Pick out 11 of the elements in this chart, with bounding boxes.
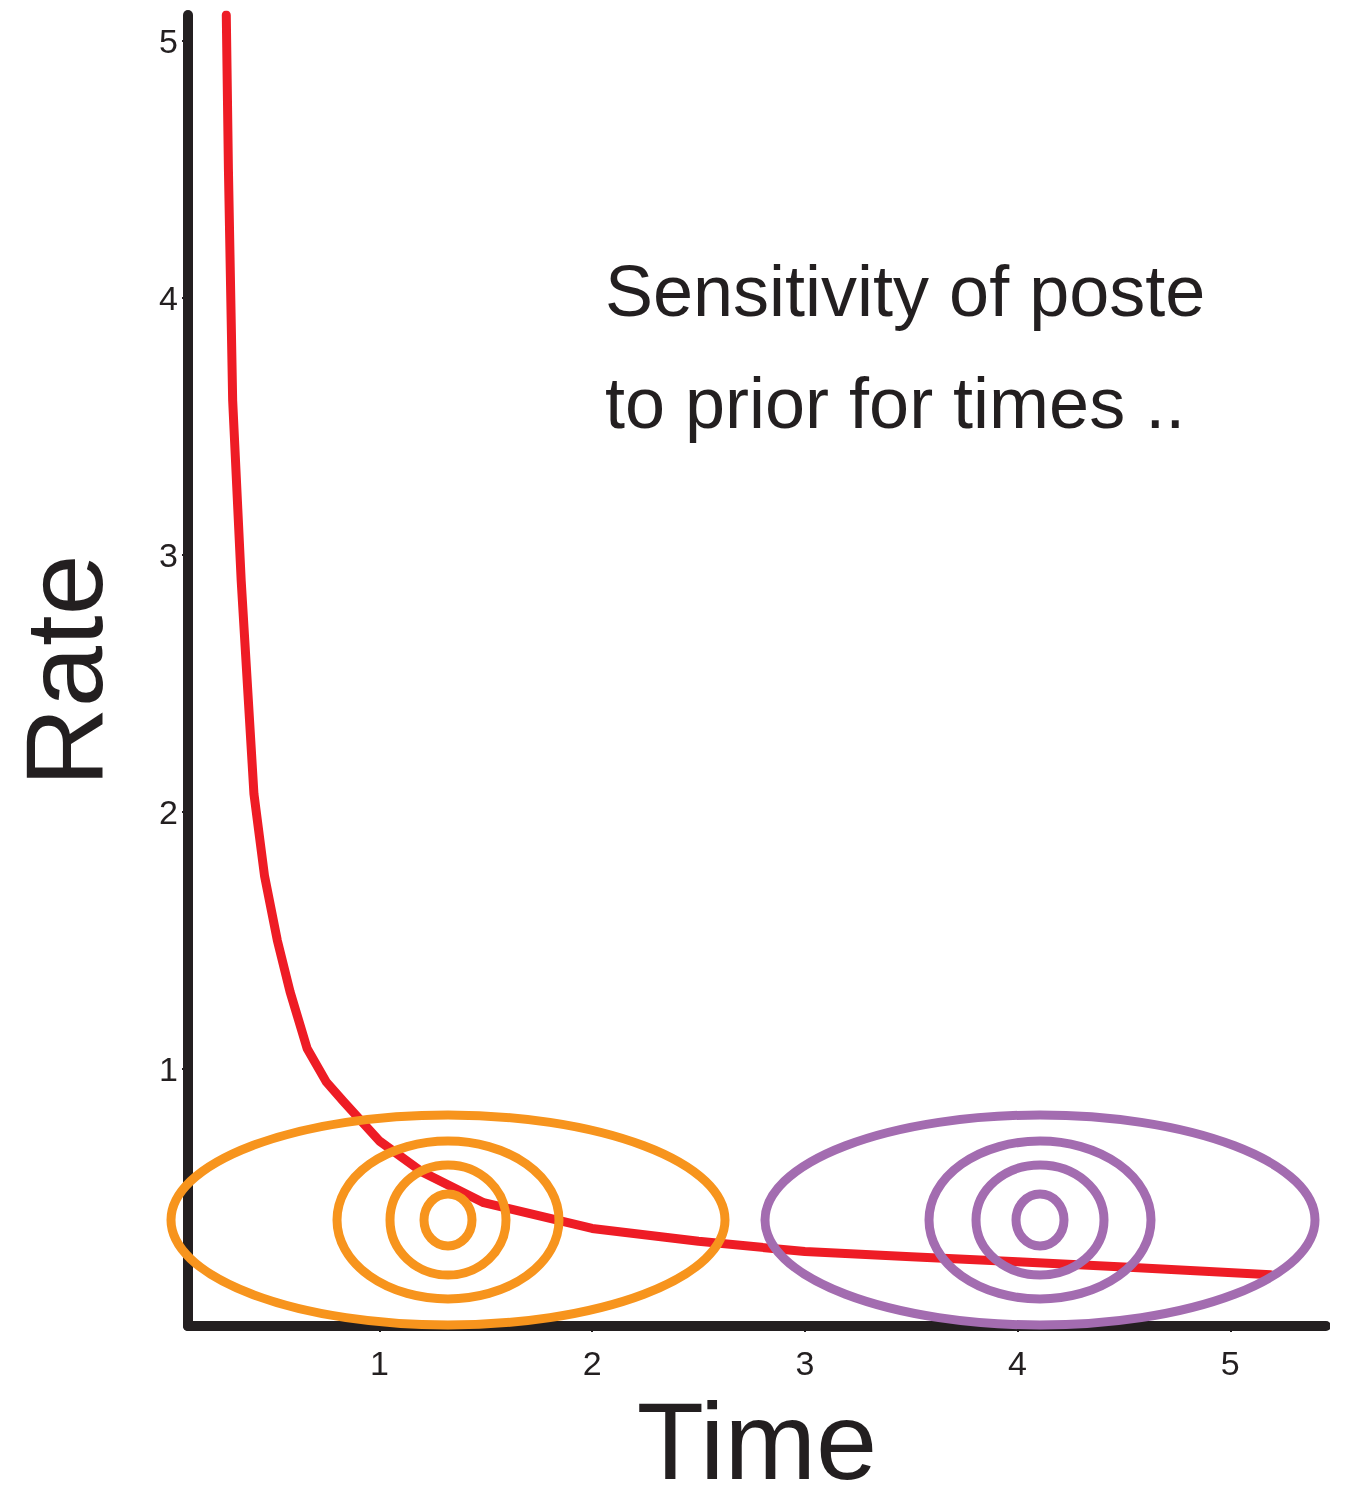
y-tick-label: 4 xyxy=(159,278,178,317)
y-tick-label: 3 xyxy=(159,535,178,574)
y-tick-label: 5 xyxy=(159,21,178,60)
y-axis-title: Rate xyxy=(1,554,125,787)
x-tick-label: 5 xyxy=(1220,1344,1240,1383)
x-tick-label: 1 xyxy=(369,1344,389,1383)
text: Sensitivity of poste to prior for times .. xyxy=(605,251,1206,443)
y-tick-label: 2 xyxy=(159,792,178,831)
x-tick-label: 4 xyxy=(1008,1344,1028,1383)
y-tick-label: 1 xyxy=(159,1050,178,1089)
x-tick-label: 2 xyxy=(582,1344,602,1383)
